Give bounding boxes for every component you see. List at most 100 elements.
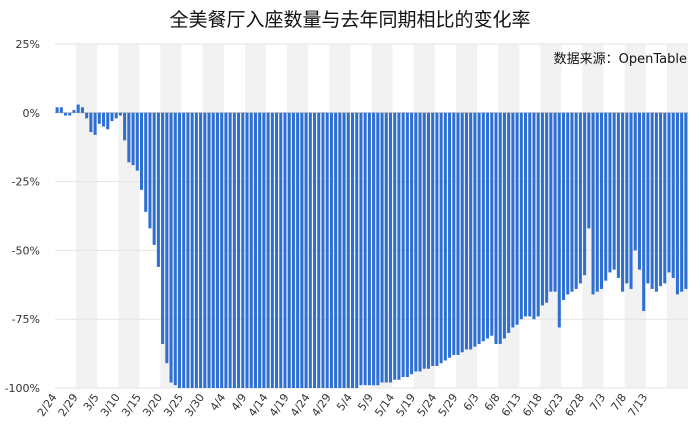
x-tick-label: 3/15 xyxy=(119,391,144,419)
bar xyxy=(106,112,110,130)
bar xyxy=(549,112,553,292)
y-tick-label: -50% xyxy=(12,244,40,257)
bar xyxy=(363,112,367,386)
bar xyxy=(287,112,291,389)
bar xyxy=(237,112,241,389)
bar xyxy=(80,107,84,113)
bar xyxy=(456,112,460,355)
bar xyxy=(405,112,409,377)
bar xyxy=(93,112,97,135)
bar xyxy=(68,112,72,116)
bar xyxy=(616,112,620,278)
bar xyxy=(249,112,253,389)
bar xyxy=(114,112,118,119)
bar xyxy=(55,107,59,113)
bar xyxy=(245,112,249,389)
bar xyxy=(633,112,637,251)
x-tick-label: 6/28 xyxy=(562,391,587,419)
bar xyxy=(532,112,536,320)
y-axis: 25% 0% -25% -50% -75% -100% xyxy=(5,38,40,395)
bar xyxy=(338,112,342,389)
bar xyxy=(583,112,587,276)
bar xyxy=(659,112,663,287)
x-tick-label: 2/24 xyxy=(35,391,60,419)
bar xyxy=(397,112,401,380)
bar xyxy=(308,112,312,389)
bar xyxy=(64,112,68,116)
bar xyxy=(469,112,473,350)
x-tick-label: 4/4 xyxy=(208,391,229,413)
bar xyxy=(566,112,570,295)
bar xyxy=(473,112,477,347)
bar xyxy=(169,112,173,383)
bar xyxy=(561,112,566,300)
bar xyxy=(414,112,418,372)
x-tick-label: 7/13 xyxy=(626,391,651,419)
bar xyxy=(608,112,612,273)
chart-title: 全美餐厅入座数量与去年同期相比的变化率 xyxy=(169,9,530,31)
bar xyxy=(671,112,675,278)
bar xyxy=(334,112,338,389)
bar xyxy=(460,112,464,353)
bar xyxy=(72,110,76,113)
bar xyxy=(313,112,317,389)
bar xyxy=(663,112,667,284)
bar xyxy=(667,112,671,273)
bars xyxy=(55,104,688,389)
bar xyxy=(355,112,359,389)
bar xyxy=(418,112,422,372)
bar xyxy=(507,112,511,333)
bar xyxy=(346,112,350,389)
bar xyxy=(131,112,135,166)
bar xyxy=(675,112,679,295)
bar xyxy=(595,112,599,292)
bar xyxy=(494,112,498,344)
bar xyxy=(435,112,439,366)
bar xyxy=(604,112,608,281)
y-tick-label: -25% xyxy=(12,176,40,189)
bar xyxy=(452,112,456,355)
bar xyxy=(89,112,93,133)
bar xyxy=(139,112,144,190)
bar xyxy=(186,112,190,389)
bar xyxy=(536,112,540,317)
bar xyxy=(296,112,300,389)
bar xyxy=(123,112,127,141)
x-tick-label: 6/18 xyxy=(520,391,545,419)
bar xyxy=(275,112,279,389)
bar xyxy=(161,112,165,344)
bar xyxy=(629,112,633,289)
bar xyxy=(650,112,654,289)
bar xyxy=(135,112,139,171)
bar xyxy=(410,112,414,375)
bar xyxy=(431,112,435,366)
bar xyxy=(477,112,481,344)
x-tick-label: 5/24 xyxy=(415,391,440,419)
bar xyxy=(570,112,574,292)
y-tick-label: -100% xyxy=(5,382,40,395)
x-tick-label: 4/19 xyxy=(267,391,292,419)
gridlines xyxy=(55,43,688,389)
bar xyxy=(152,112,156,245)
bar xyxy=(258,112,262,389)
bar xyxy=(304,112,308,389)
bar xyxy=(194,112,198,389)
x-tick-label: 6/23 xyxy=(541,391,566,419)
weekend-band xyxy=(76,44,98,388)
bar xyxy=(540,112,544,306)
bar xyxy=(684,112,688,289)
bar xyxy=(270,112,274,389)
bar xyxy=(646,112,650,284)
bar xyxy=(486,112,490,339)
x-tick-label: 2/29 xyxy=(56,391,81,419)
bar xyxy=(654,112,658,292)
bar xyxy=(59,107,63,113)
bar xyxy=(317,112,321,389)
bar xyxy=(173,112,177,386)
bar xyxy=(490,112,494,336)
source-label: 数据来源：OpenTable xyxy=(554,52,687,67)
bar xyxy=(279,112,283,389)
bar xyxy=(127,112,131,163)
y-tick-label: -75% xyxy=(12,313,40,326)
